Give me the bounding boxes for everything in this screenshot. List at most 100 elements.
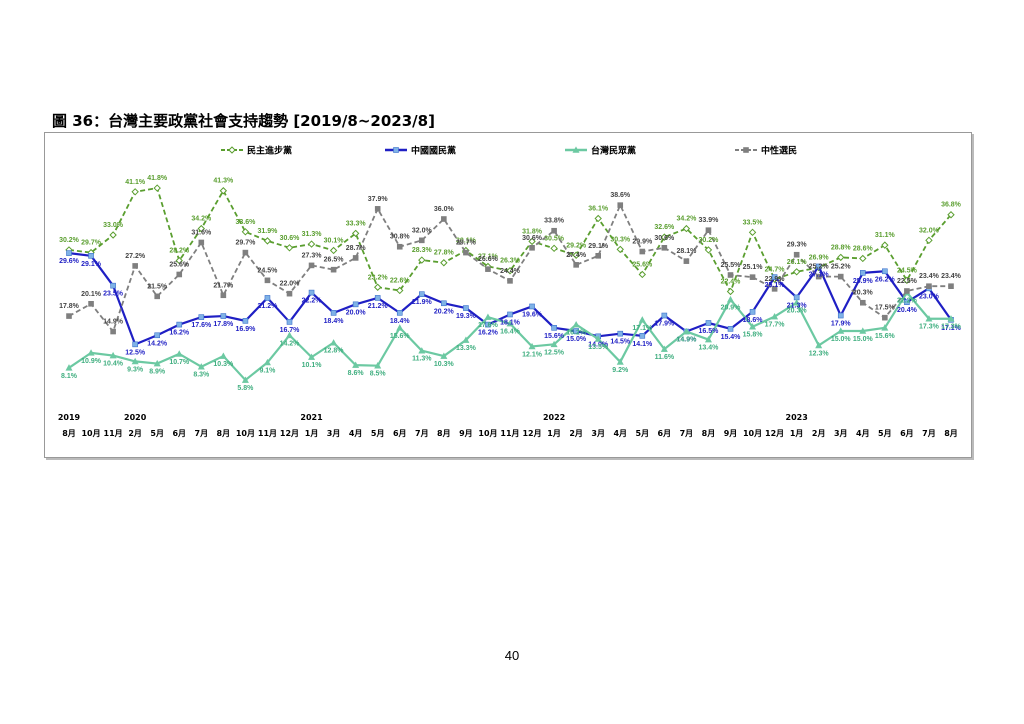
data-point xyxy=(241,376,249,383)
data-point xyxy=(440,352,448,359)
data-point xyxy=(727,326,734,332)
data-point xyxy=(661,312,668,319)
data-point xyxy=(396,243,403,250)
legend-entry: 中國國民黨 xyxy=(385,145,456,157)
data-point xyxy=(837,312,844,319)
month-tick-label: 8月 xyxy=(62,429,76,438)
data-label: 10.3% xyxy=(434,361,455,368)
data-label: 9.1% xyxy=(259,367,276,374)
data-label: 38.6% xyxy=(610,192,631,199)
data-point xyxy=(726,287,735,296)
data-label: 30.5% xyxy=(544,235,565,242)
data-label: 27.1% xyxy=(809,271,830,278)
data-point xyxy=(463,249,469,256)
year-label: 2023 xyxy=(786,413,808,422)
data-label: 16.2% xyxy=(478,330,499,337)
month-tick-label: 1月 xyxy=(790,429,804,438)
data-point xyxy=(859,327,867,334)
data-point xyxy=(749,309,756,315)
data-label: 27.4% xyxy=(566,252,587,259)
data-label: 12.8% xyxy=(324,348,345,355)
data-label: 26.5% xyxy=(324,257,345,264)
data-label: 23.5% xyxy=(103,291,124,298)
data-label: 24.7% xyxy=(765,266,786,273)
month-tick-label: 1月 xyxy=(305,429,319,438)
month-tick-label: 8月 xyxy=(217,429,231,438)
data-label: 14.5% xyxy=(610,339,631,346)
legend-marker xyxy=(393,147,399,153)
data-point xyxy=(242,318,249,324)
data-point xyxy=(727,272,734,278)
data-label: 14.2% xyxy=(147,340,168,347)
data-point xyxy=(682,224,691,233)
data-label: 17.6% xyxy=(191,322,212,329)
data-label: 29.7% xyxy=(456,240,477,247)
month-tick-label: 4月 xyxy=(613,429,627,438)
data-label: 29.1% xyxy=(81,261,102,268)
data-point xyxy=(330,310,337,316)
data-label: 20.1% xyxy=(81,291,102,298)
legend-entry: 台灣民眾黨 xyxy=(565,145,636,157)
data-point xyxy=(132,341,138,348)
data-label: 33.0% xyxy=(103,222,124,229)
data-label: 32.6% xyxy=(654,224,675,231)
data-label: 41.1% xyxy=(125,179,146,186)
data-label: 33.5% xyxy=(743,219,764,226)
month-tick-label: 11月 xyxy=(500,429,519,438)
data-point xyxy=(463,305,469,311)
data-point xyxy=(551,227,557,234)
data-label: 27.2% xyxy=(125,253,146,260)
data-label: 25.2% xyxy=(831,264,852,271)
month-tick-label: 10月 xyxy=(743,429,762,438)
data-point xyxy=(859,299,866,306)
data-label: 22.4% xyxy=(721,279,742,286)
data-label: 32.0% xyxy=(919,227,940,234)
month-tick-label: 5月 xyxy=(150,429,164,438)
data-label: 15.0% xyxy=(853,336,874,343)
data-point xyxy=(109,231,117,239)
data-point xyxy=(661,245,668,251)
data-point xyxy=(837,327,845,334)
data-point xyxy=(308,289,315,296)
data-point xyxy=(110,282,116,289)
year-label: 2022 xyxy=(543,413,565,422)
data-label-layer: 30.2% 29.7%33.0%41.1%41.8%28.2%34.2%41.3%… xyxy=(59,175,962,392)
data-label: 16.2% xyxy=(566,330,587,337)
data-point xyxy=(264,295,271,301)
month-tick-label: 5月 xyxy=(878,429,892,438)
data-point xyxy=(440,259,448,267)
data-label: 9.3% xyxy=(127,366,144,373)
data-label: 23.4% xyxy=(919,273,940,280)
data-label: 28.6% xyxy=(853,245,874,252)
data-point xyxy=(308,262,315,269)
data-label: 26.3% xyxy=(500,258,521,265)
year-label: 2021 xyxy=(300,413,323,422)
data-point xyxy=(175,256,183,265)
data-point xyxy=(551,325,557,331)
data-point xyxy=(705,320,712,326)
month-tick-label: 12月 xyxy=(765,429,784,438)
month-tick-label: 5月 xyxy=(636,429,650,438)
month-tick-label: 10月 xyxy=(81,429,100,438)
data-label: 22.2% xyxy=(302,298,323,305)
data-label: 12.5% xyxy=(544,349,565,356)
data-label: 28.3% xyxy=(412,247,433,254)
data-label: 17.1% xyxy=(632,325,653,332)
data-label: 18.4% xyxy=(324,318,345,325)
data-point xyxy=(66,313,72,319)
month-tick-label: 7月 xyxy=(195,429,209,438)
month-tick-label: 4月 xyxy=(349,429,363,438)
data-label: 41.3% xyxy=(213,178,234,185)
data-point xyxy=(220,292,227,299)
month-tick-label: 6月 xyxy=(658,429,672,438)
data-label: 14.9% xyxy=(103,319,124,326)
data-label: 24.4% xyxy=(500,268,521,275)
month-tick-label: 2月 xyxy=(812,429,826,438)
data-label: 25.9% xyxy=(853,278,874,285)
legend-entry: 中性選民 xyxy=(735,145,797,157)
month-tick-label: 12月 xyxy=(280,429,299,438)
data-label: 26.1% xyxy=(787,259,808,266)
data-point xyxy=(176,271,183,278)
data-label: 23.0% xyxy=(919,293,940,300)
data-label: 8.9% xyxy=(149,369,166,376)
